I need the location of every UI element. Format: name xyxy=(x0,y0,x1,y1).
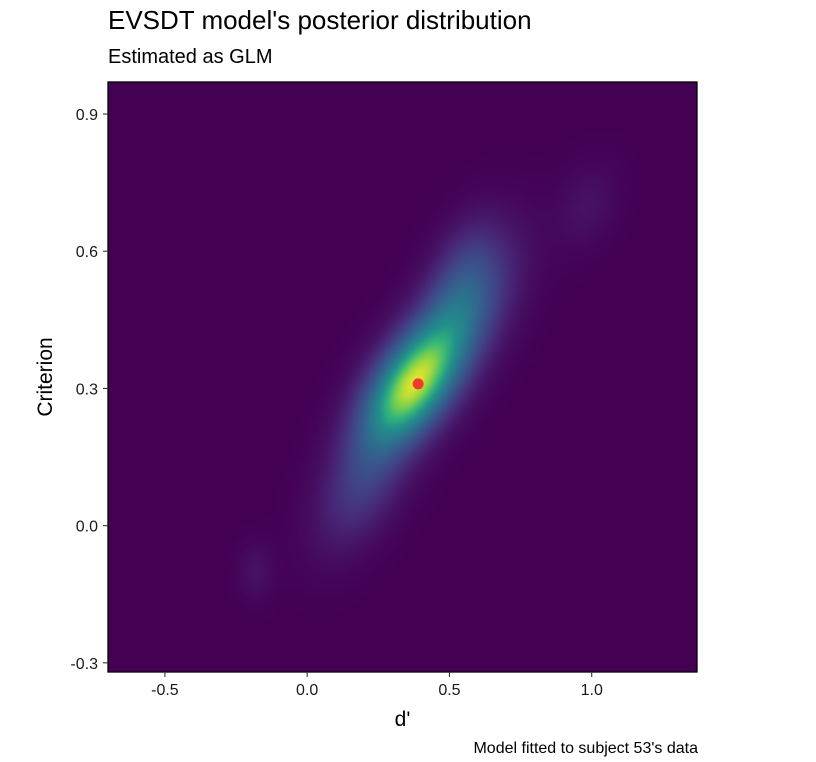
chart-subtitle: Estimated as GLM xyxy=(108,46,273,68)
chart-title: EVSDT model's posterior distribution xyxy=(108,5,532,35)
x-tick-label: 0.5 xyxy=(438,682,460,699)
x-tick-label: -0.5 xyxy=(151,682,179,699)
y-axis: -0.3 0.0 0.3 0.6 0.9 xyxy=(70,107,108,673)
x-axis-title: d' xyxy=(395,708,411,731)
point-estimate-marker xyxy=(412,378,424,390)
y-tick-label: 0.0 xyxy=(76,519,98,536)
y-tick-label: 0.3 xyxy=(76,381,98,398)
y-tick-label: -0.3 xyxy=(70,656,98,673)
y-tick-label: 0.9 xyxy=(76,107,98,124)
chart-caption: Model fitted to subject 53's data xyxy=(473,740,698,757)
y-tick-label: 0.6 xyxy=(76,244,98,261)
x-tick-label: 0.0 xyxy=(296,682,318,699)
x-axis: -0.5 0.0 0.5 1.0 xyxy=(151,672,603,699)
density-heatmap xyxy=(108,82,697,672)
plot-panel-border xyxy=(107,81,698,673)
y-axis-title: Criterion xyxy=(34,337,57,416)
x-tick-label: 1.0 xyxy=(581,682,603,699)
